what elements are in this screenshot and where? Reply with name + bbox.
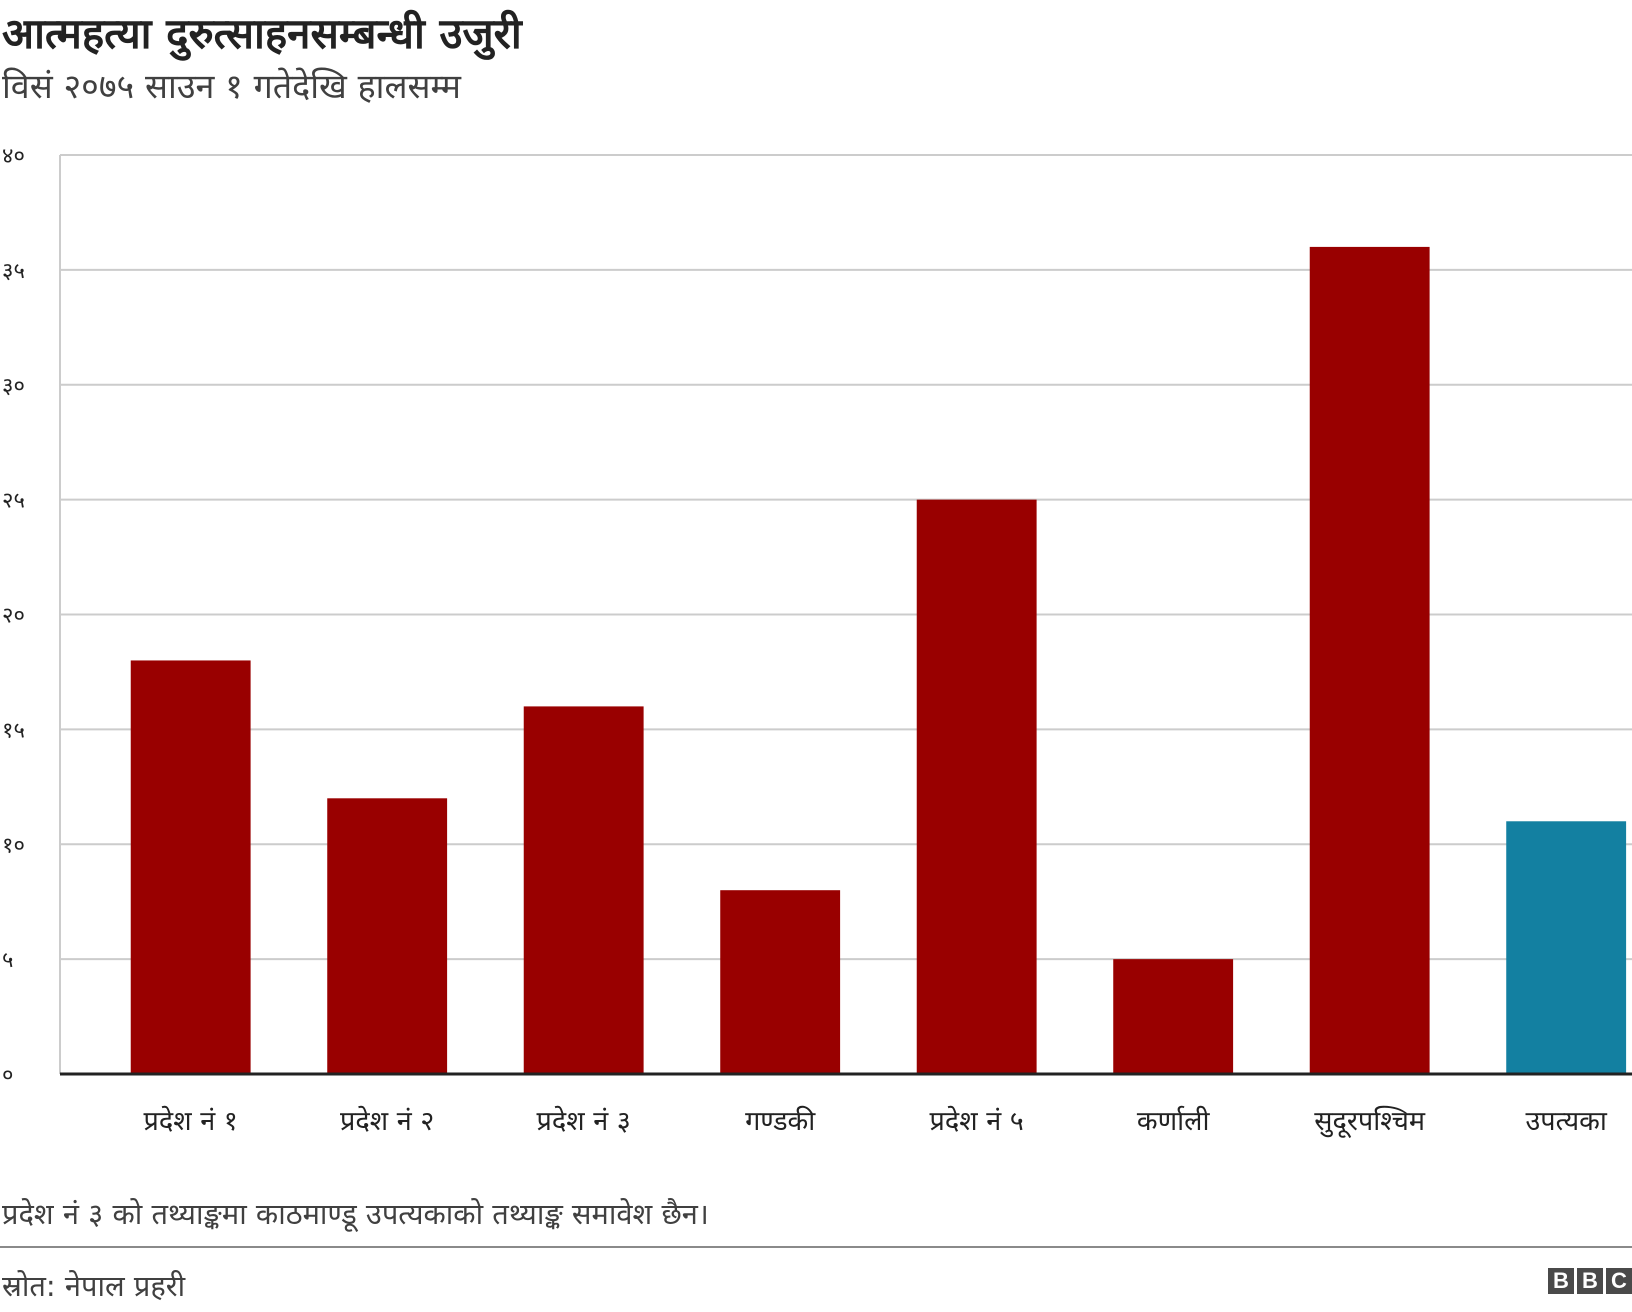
- bars: [130, 246, 1627, 1074]
- footer-divider: [0, 1246, 1632, 1248]
- x-category-label: उपत्यका: [1525, 1106, 1607, 1137]
- bar: [1113, 959, 1234, 1074]
- y-tick-label: ४०: [2, 144, 25, 169]
- source-text: स्रोत: नेपाल प्रहरी: [2, 1269, 186, 1303]
- y-axis-tick-labels: ० ५ १० १५ २० २५ ३० ३५ ४०: [2, 144, 25, 1088]
- bbc-logo: B B C: [1548, 1268, 1632, 1294]
- y-tick-label: २०: [2, 604, 25, 629]
- x-category-label: गण्डकी: [745, 1105, 816, 1137]
- x-category-label: सुदूरपश्चिम: [1314, 1105, 1426, 1138]
- bar: [1309, 246, 1430, 1074]
- x-category-label: प्रदेश नं ३: [537, 1105, 631, 1137]
- y-tick-label: २५: [2, 489, 25, 514]
- x-category-label: प्रदेश नं २: [340, 1105, 434, 1137]
- bar: [523, 706, 644, 1074]
- logo-letter: C: [1606, 1268, 1632, 1294]
- gridlines: [60, 154, 1632, 961]
- logo-letter: B: [1577, 1268, 1603, 1294]
- chart-subtitle: विसं २०७५ साउन १ गतेदेखि हालसम्म: [2, 67, 462, 107]
- bar: [720, 890, 841, 1074]
- x-category-label: प्रदेश नं १: [144, 1105, 238, 1137]
- y-tick-label: ३५: [2, 259, 25, 284]
- x-category-label: कर्णाली: [1137, 1105, 1211, 1137]
- footnote: प्रदेश नं ३ को तथ्याङ्कमा काठमाण्डू उपत्…: [2, 1197, 709, 1231]
- y-tick-label: १०: [2, 833, 25, 858]
- logo-letter: B: [1548, 1268, 1574, 1294]
- y-tick-label: ५: [2, 948, 13, 973]
- bar: [916, 499, 1037, 1074]
- bar: [1506, 821, 1627, 1074]
- y-tick-label: ३०: [2, 374, 25, 399]
- bar: [327, 798, 448, 1074]
- bar: [130, 660, 251, 1074]
- y-tick-label: ०: [2, 1063, 13, 1088]
- x-category-label: प्रदेश नं ५: [930, 1105, 1024, 1137]
- x-axis-category-labels: प्रदेश नं १ प्रदेश नं २ प्रदेश नं ३ गण्डकी प…: [144, 1105, 1608, 1138]
- chart-title: आत्महत्या दुरुत्साहनसम्बन्धी उजुरी: [2, 9, 522, 58]
- y-tick-label: १५: [2, 718, 25, 743]
